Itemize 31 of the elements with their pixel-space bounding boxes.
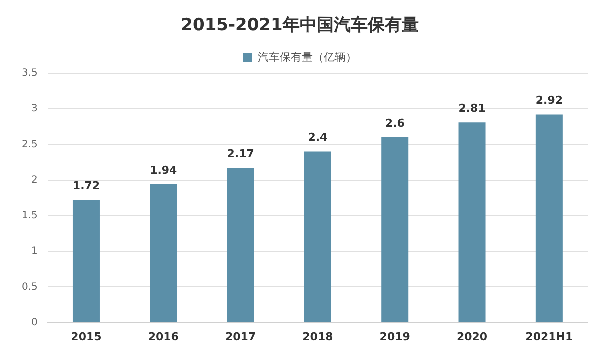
data-label: 1.72 (72, 180, 100, 193)
bar (304, 152, 332, 322)
y-tick-label: 3.5 (22, 68, 38, 79)
x-tick-label: 2016 (148, 330, 180, 344)
bar (72, 200, 100, 322)
data-label: 2.92 (536, 94, 563, 108)
y-tick-label: 2.5 (22, 139, 38, 150)
data-label: 2.81 (458, 102, 486, 115)
bar (382, 138, 409, 322)
bar (458, 122, 486, 322)
bar (227, 168, 254, 322)
x-tick-label: 2020 (456, 330, 488, 344)
x-tick-label: 2015 (71, 330, 102, 344)
bar (536, 114, 563, 322)
data-label: 2.6 (385, 116, 406, 130)
y-tick-label: 0 (32, 317, 38, 328)
bar (150, 184, 178, 322)
y-tick-label: 2 (32, 174, 38, 186)
x-tick-label: 2017 (225, 330, 256, 344)
data-label: 1.94 (150, 164, 178, 177)
y-tick-label: 1.5 (22, 210, 38, 222)
legend-label: 汽车保有量（亿辆） (258, 50, 357, 64)
y-tick-label: 3 (32, 104, 38, 115)
chart-title: 2015-2021年中国汽车保有量 (181, 16, 419, 36)
y-tick-label: 1 (32, 246, 38, 258)
data-label: 2.17 (227, 148, 254, 161)
x-tick-label: 2019 (380, 330, 410, 344)
x-tick-label: 2018 (302, 330, 334, 344)
x-tick-label: 2021H1 (526, 330, 574, 344)
data-label: 2.4 (308, 131, 328, 144)
y-tick-label: 0.5 (22, 282, 38, 293)
